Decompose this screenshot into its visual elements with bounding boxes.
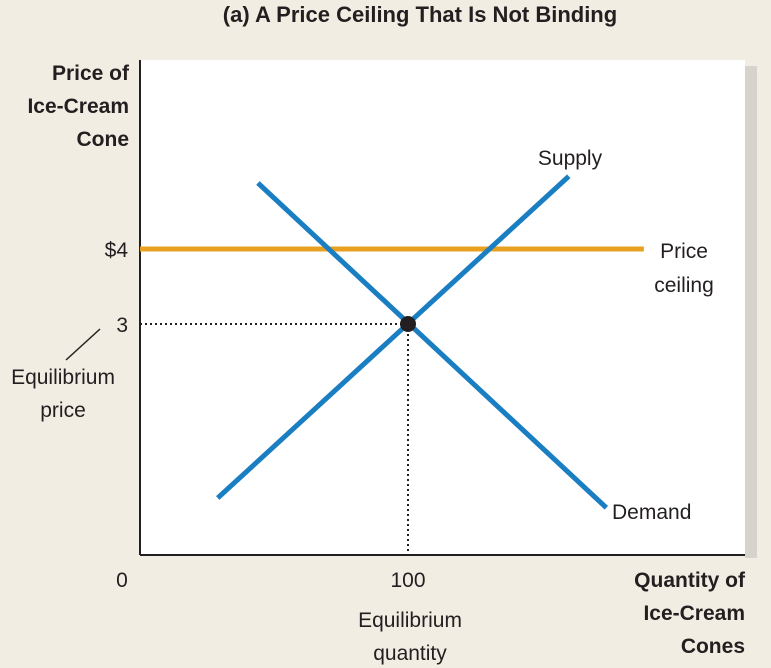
- price-ceiling-label-2: ceiling: [654, 274, 714, 297]
- supply-label: Supply: [538, 147, 603, 170]
- x-tick-label-100: 100: [390, 569, 425, 592]
- x-axis-label-1: Quantity of: [634, 569, 746, 592]
- demand-line: [256, 181, 609, 510]
- supply-line: [216, 174, 571, 500]
- y-tick-label-4: $4: [105, 239, 129, 262]
- x-axis-label-3: Cones: [681, 635, 745, 658]
- x-tick-label-0: 0: [116, 569, 128, 592]
- demand-label: Demand: [612, 501, 691, 524]
- plot-shadow: [745, 66, 757, 558]
- equilibrium-price-label-1: Equilibrium: [11, 366, 115, 389]
- plot-area: [140, 60, 745, 555]
- y-axis-label-2: Ice-Cream: [27, 95, 129, 118]
- y-axis-label-3: Cone: [77, 128, 130, 151]
- equilibrium-quantity-label-1: Equilibrium: [358, 609, 462, 632]
- equilibrium-quantity-label-2: quantity: [373, 642, 447, 665]
- equilibrium-point: [400, 316, 416, 332]
- equilibrium-price-label-2: price: [40, 399, 86, 422]
- x-axis-label-2: Ice-Cream: [643, 602, 745, 625]
- y-tick-label-3: 3: [116, 314, 128, 337]
- price-ceiling-label-1: Price: [660, 240, 708, 263]
- chart-title: (a) A Price Ceiling That Is Not Binding: [223, 2, 617, 27]
- equilibrium-price-pointer: [65, 328, 101, 361]
- y-axis-label-1: Price of: [52, 62, 130, 85]
